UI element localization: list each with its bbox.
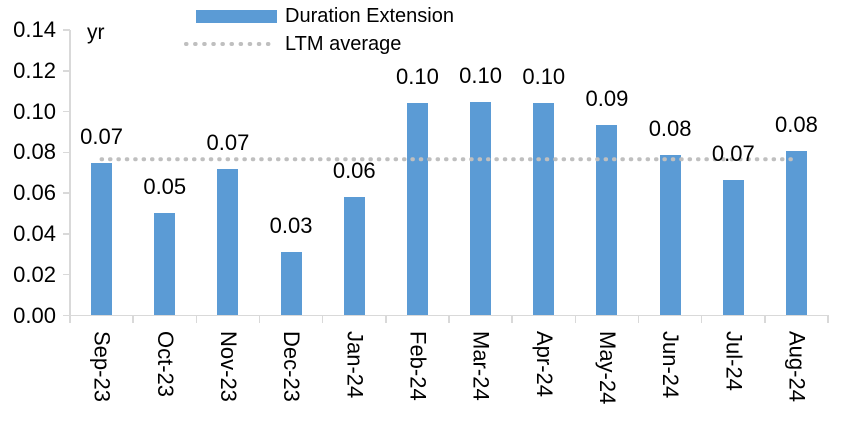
bar-series-swatch: [196, 9, 277, 23]
bar-value-label: 0.07: [80, 123, 123, 149]
legend-item-ltm-average: LTM average: [183, 30, 454, 58]
bar-value-label: 0.07: [206, 130, 250, 156]
x-axis-tick: [258, 315, 261, 323]
y-axis-tick: [63, 70, 70, 72]
bar-value-label: 0.07: [711, 141, 755, 167]
y-axis-tick: [63, 233, 70, 235]
x-axis-tick: [700, 315, 703, 323]
bar: [470, 101, 492, 316]
bar: [343, 197, 365, 316]
y-axis-tick-label: 0.10: [13, 98, 56, 124]
y-axis-tick: [63, 314, 70, 317]
legend-swatch-box: [183, 9, 277, 23]
x-axis-tick-label: Jul-24: [721, 331, 747, 391]
x-axis-tick-label: Jun-24: [658, 331, 684, 399]
x-axis-tick-label: Sep-23: [89, 331, 115, 402]
y-axis-tick: [63, 110, 70, 113]
legend-item-duration-extension: Duration Extension: [183, 2, 454, 30]
x-axis-tick: [764, 315, 766, 323]
y-axis-tick-label: 0.06: [13, 180, 56, 206]
ltm-average-line: [99, 157, 799, 162]
y-axis-line: [69, 30, 71, 316]
y-axis-tick-label: 0.04: [13, 220, 56, 246]
bar-value-label: 0.03: [269, 213, 313, 239]
x-axis-tick-label: Dec-23: [279, 331, 305, 402]
bar: [533, 103, 555, 316]
x-axis-tick: [132, 315, 134, 323]
y-axis-tick: [63, 151, 70, 154]
x-axis-tick-label: Jan-24: [342, 331, 368, 399]
bar-value-label: 0.10: [459, 62, 502, 88]
x-axis-tick: [511, 315, 513, 323]
y-axis-tick-label: 0.12: [13, 57, 56, 83]
legend-label-duration-extension: Duration Extension: [285, 5, 454, 27]
bar: [722, 180, 744, 316]
bar-value-label: 0.10: [396, 64, 439, 89]
bar-value-label: 0.08: [648, 116, 692, 141]
x-axis-tick-label: Apr-24: [531, 331, 557, 398]
x-axis-line: [70, 314, 830, 317]
x-axis-tick-label: Feb-24: [405, 331, 431, 401]
y-axis-tick-label: 0.08: [13, 139, 56, 165]
y-axis-tick: [63, 192, 70, 194]
bar-value-label: 0.06: [332, 158, 376, 184]
y-axis-tick-label: 0.14: [13, 17, 56, 42]
x-axis-tick: [827, 315, 829, 323]
bar: [659, 155, 681, 316]
x-axis-tick-label: Oct-23: [152, 331, 178, 398]
bar: [785, 150, 807, 316]
bar: [596, 125, 618, 316]
y-axis-tick-label: 0.02: [13, 261, 56, 287]
x-axis-tick: [385, 315, 387, 323]
y-axis-tick: [63, 273, 70, 276]
y-axis-tick-label: 0.00: [13, 302, 56, 328]
dotted-line-swatch: [184, 42, 276, 46]
bar: [154, 212, 176, 316]
x-axis-tick-label: Nov-23: [215, 331, 241, 402]
x-axis-tick: [195, 315, 198, 323]
x-axis-tick: [321, 315, 324, 323]
bar: [280, 252, 302, 316]
x-axis-tick-label: Mar-24: [468, 331, 494, 401]
legend-swatch-box: [183, 41, 277, 47]
x-axis-tick: [637, 315, 640, 323]
bar: [406, 103, 428, 316]
x-axis-tick: [448, 315, 450, 323]
bar: [217, 169, 239, 316]
bar-value-label: 0.05: [143, 173, 187, 199]
y-axis-tick: [63, 29, 70, 31]
legend-label-ltm-average: LTM average: [285, 33, 402, 55]
x-axis-tick: [69, 315, 71, 323]
bar-value-label: 0.10: [522, 64, 566, 89]
x-axis-tick: [574, 315, 577, 323]
bar-value-label: 0.09: [585, 86, 629, 112]
y-axis-unit-label: yr: [87, 21, 105, 44]
bar-value-label: 0.08: [775, 111, 818, 137]
x-axis-tick-label: Aug-24: [784, 331, 810, 402]
x-axis-tick-label: May-24: [594, 331, 620, 405]
bar: [91, 162, 113, 316]
legend: Duration Extension LTM average: [183, 2, 454, 58]
